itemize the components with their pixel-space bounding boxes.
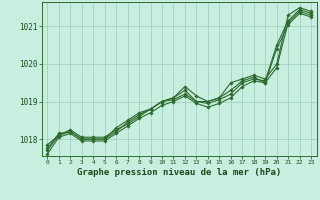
- X-axis label: Graphe pression niveau de la mer (hPa): Graphe pression niveau de la mer (hPa): [77, 168, 281, 177]
